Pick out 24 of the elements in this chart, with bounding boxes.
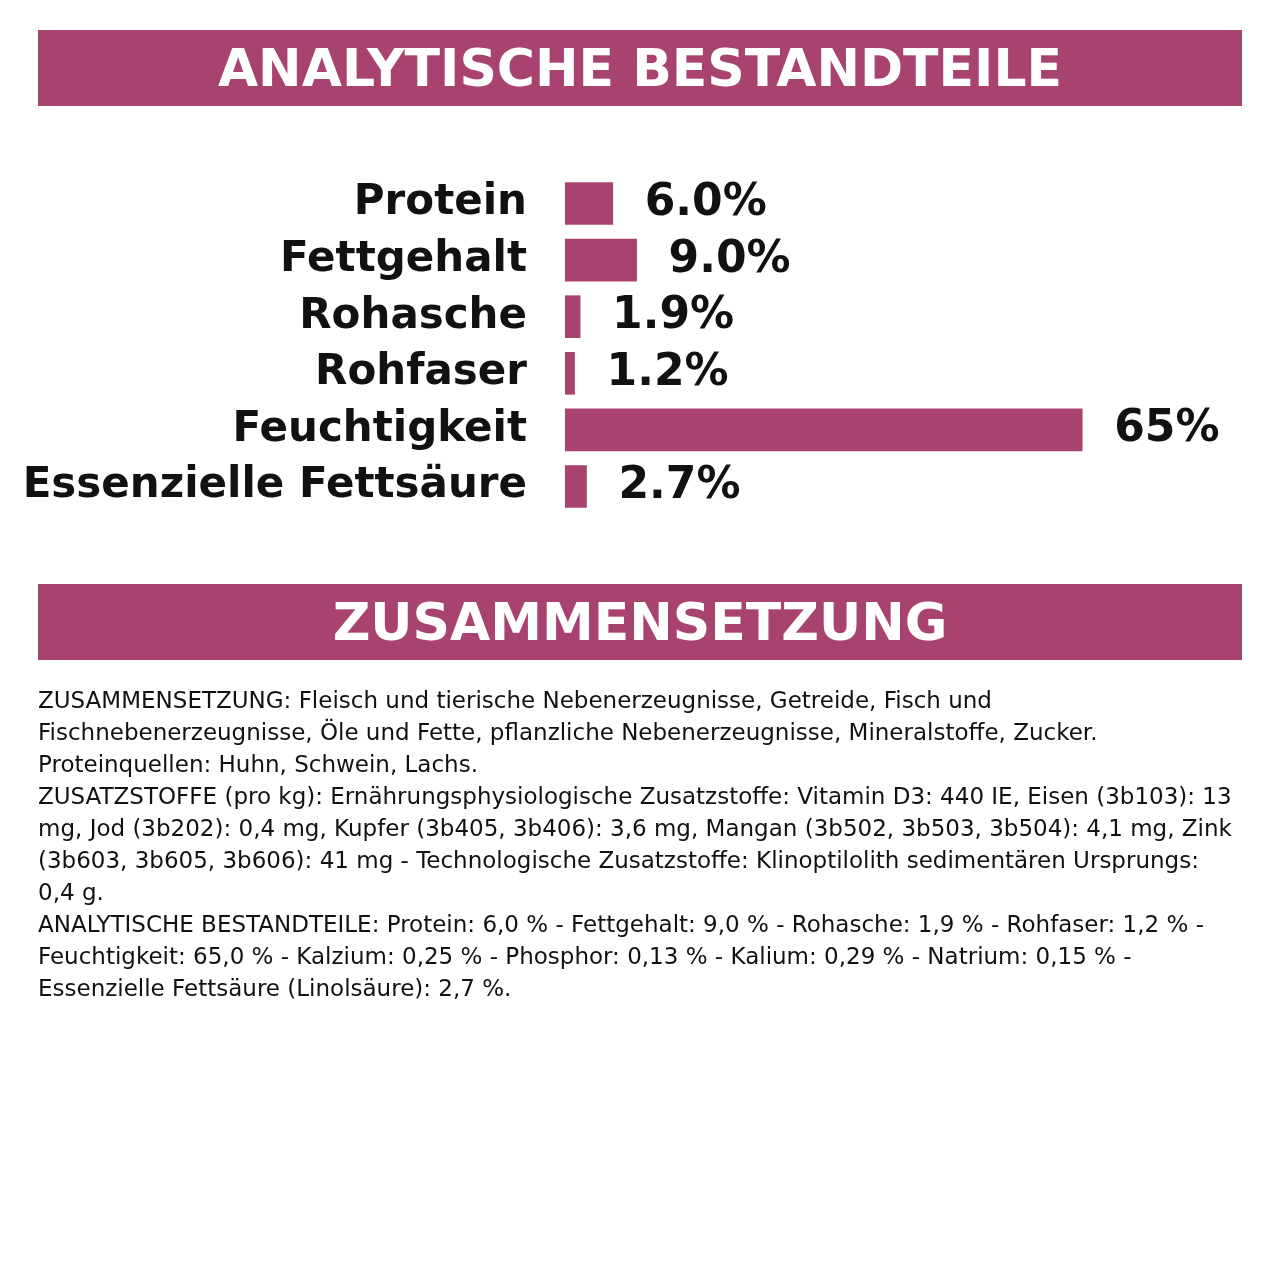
data-label: 1.2% [606,343,729,395]
bar [565,351,575,395]
bar [565,182,614,225]
data-label: 65% [1114,400,1220,452]
data-label: 9.0% [668,230,791,282]
bar [565,238,637,282]
y-tick-label: Feuchtigkeit [232,401,527,451]
text: ANALYTISCHE BESTANDTEILE: Protein: 6,0 % - Fettgehalt: 9,0 % - Rohasche: 1,9 % - Rohfaser: 1,2 % - Feuchtigkeit: 65,0 % - Kalzium: 0,25 % - Phosphor: 0,13 % - Kalium: 0,29 % - Natrium: 0,15 % - Essenzielle Fettsäure (Linolsäure): 2,7 %. [38,910,1205,1003]
data-label: 6.0% [644,173,767,225]
bar [565,408,1083,452]
y-tick-label: Rohfaser [315,345,528,395]
bar [565,295,581,339]
data-label: 1.9% [612,287,735,339]
text: ZUSATZSTOFFE (pro kg): Ernährungsphysiologische Zusatzstoffe: Vitamin D3: 440 IE, Eisen (3b103): 13 mg, Jod (3b202): 0,4 mg, Kupfer (3b405, 3b406): 3,6 mg, Mangan (3b502, 3b503, 3b504): 4,1 mg, Zink (3b603, 3b605, 3b606): 41 mg - Technologische Zusatzstoffe: Klinoptilolith sedimentären Ursprungs: 0,4 g. [38,782,1233,907]
text: ZUSAMMENSETZUNG [38,584,1242,660]
text: ZUSAMMENSETZUNG: Fleisch und tierische Nebenerzeugnisse, Getreide, Fisch und Fischnebenerzeugnisse, Öle und Fette, pflanzliche Nebenerzeugnisse, Mineralstoffe, Zucker. [38,686,1099,747]
y-tick-label: Protein [353,175,527,225]
y-tick-label: Fettgehalt [280,232,527,282]
chart-title: ANALYTISCHE BESTANDTEILE [38,30,1242,106]
y-tick-label: Rohasche [299,288,527,338]
text: Proteinquellen: Huhn, Schwein, Lachs. [38,750,479,779]
bar [565,465,587,508]
y-tick-label: Essenzielle Fettsäure [22,458,527,508]
data-label: 2.7% [618,456,741,508]
